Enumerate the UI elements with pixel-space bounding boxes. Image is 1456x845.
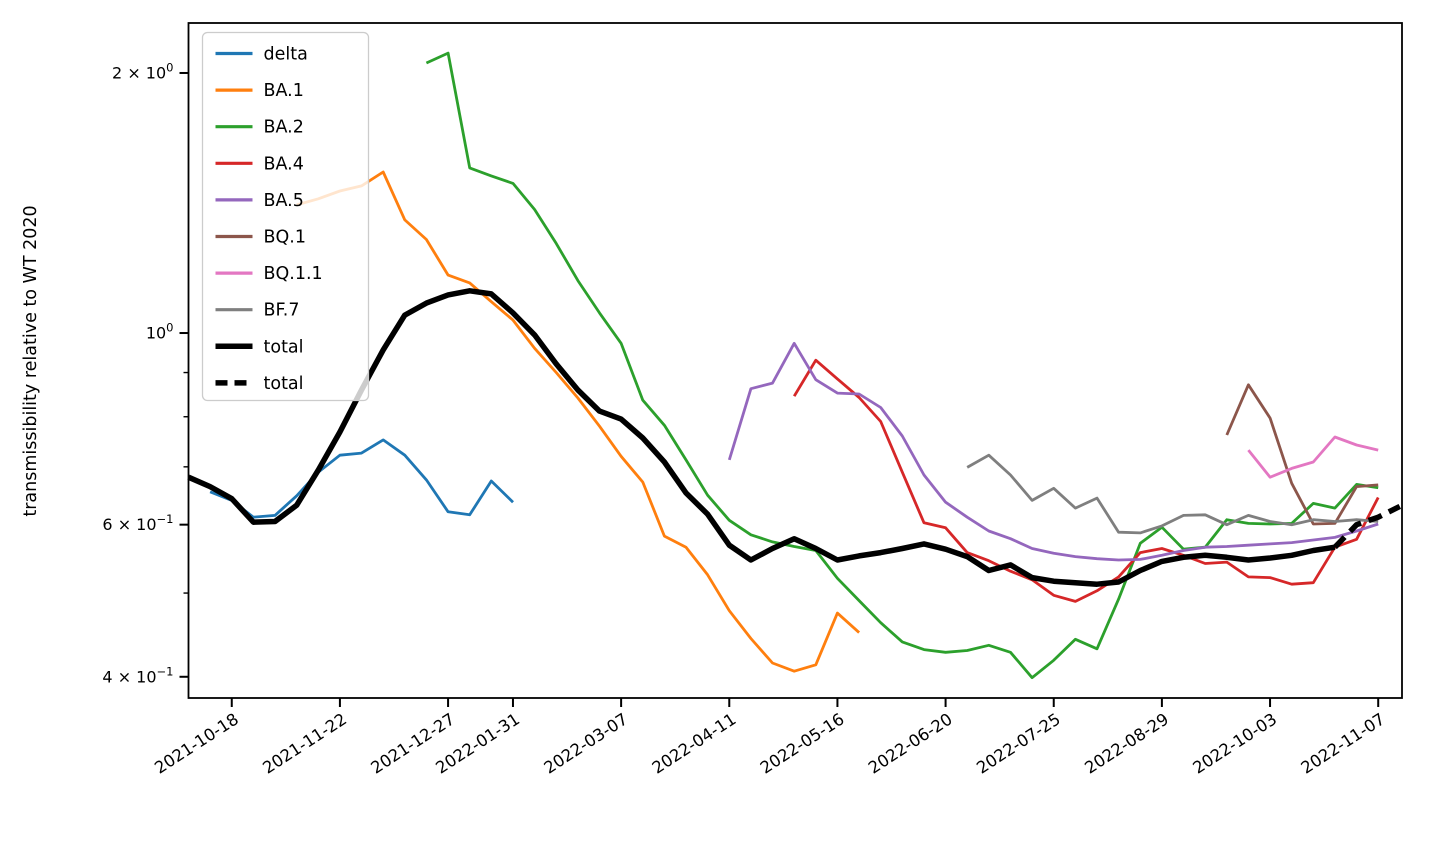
series-line-ba.4: [792, 358, 1380, 603]
y-axis-label: transmissibility relative to WT 2020: [21, 205, 41, 516]
x-tick-label: 2022-10-03: [1189, 709, 1280, 777]
legend: delta BA.1 BA.2 BA.4 BA.5 BQ.1 BQ.1.1 BF.7 total…: [201, 31, 370, 402]
legend-item-ba.4: BA.4: [215, 154, 304, 174]
y-tick-label: 4 × 10−1: [102, 664, 173, 686]
series-line-ba.1: [296, 170, 861, 673]
series-line-bq.1.1: [1247, 435, 1379, 479]
legend-item-ba.1: BA.1: [215, 81, 304, 101]
legend-item-ba.2: BA.2: [215, 118, 304, 138]
plot-spines: [187, 22, 1403, 699]
legend-item-bf.7: BF.7: [215, 301, 300, 321]
series-layer: [187, 51, 1402, 680]
legend-item-bq.1: BQ.1: [215, 228, 306, 248]
x-tick-label: 2022-11-07: [1298, 709, 1389, 777]
legend-item-total-dashed: total: [215, 374, 304, 394]
x-tick-label: 2022-03-07: [541, 709, 632, 777]
series-line-ba.2: [425, 51, 1379, 680]
legend-item-delta: delta: [215, 45, 308, 65]
legend-label: BA.5: [264, 191, 304, 211]
series-line-ba.5: [727, 341, 1379, 562]
series-line-bf.7: [966, 453, 1379, 535]
x-tick-label: 2021-11-22: [259, 709, 350, 777]
series-line-total-forecast: [1332, 503, 1402, 550]
legend-item-bq.1.1: BQ.1.1: [215, 264, 323, 284]
x-tick-label: 2022-04-11: [649, 709, 740, 777]
y-tick-label: 100: [146, 321, 174, 343]
x-tick-label: 2022-07-25: [973, 709, 1064, 777]
y-tick-label: 6 × 10−1: [102, 512, 173, 534]
legend-label: BA.1: [264, 81, 304, 101]
legend-item-ba.5: BA.5: [215, 191, 304, 211]
legend-label: BF.7: [264, 301, 300, 321]
series-line-total: [187, 288, 1336, 587]
x-tick-label: 2022-06-20: [865, 709, 956, 777]
legend-label: total: [264, 374, 304, 394]
legend-label: BQ.1: [264, 228, 306, 248]
series-line-bq.1: [1225, 383, 1379, 526]
legend-label: total: [264, 337, 304, 357]
legend-label: BQ.1.1: [264, 264, 323, 284]
x-tick-label: 2021-10-18: [151, 709, 242, 777]
series-line-delta: [209, 438, 514, 519]
x-tick-label: 2022-05-16: [757, 709, 848, 777]
legend-label: delta: [264, 45, 308, 65]
legend-item-total: total: [215, 337, 304, 357]
legend-label: BA.2: [264, 118, 304, 138]
y-tick-label: 2 × 100: [112, 60, 173, 82]
legend-label: BA.4: [264, 154, 304, 174]
x-tick-label: 2022-08-29: [1081, 709, 1172, 777]
